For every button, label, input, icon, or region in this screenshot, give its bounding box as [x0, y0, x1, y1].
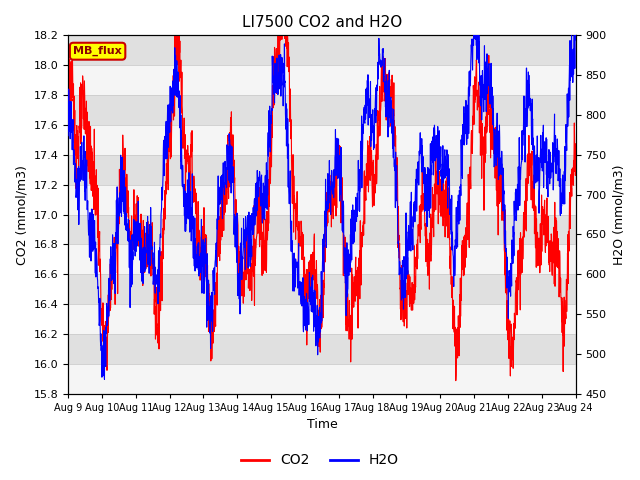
Bar	[68, 36, 575, 65]
Text: MB_flux: MB_flux	[73, 46, 122, 56]
Legend: CO2, H2O: CO2, H2O	[236, 448, 404, 473]
Bar	[68, 364, 575, 394]
Bar	[68, 215, 575, 244]
Bar	[68, 155, 575, 185]
Bar	[68, 244, 575, 275]
Bar	[68, 125, 575, 155]
Bar	[68, 304, 575, 334]
Bar	[68, 65, 575, 95]
X-axis label: Time: Time	[307, 419, 337, 432]
Bar	[68, 275, 575, 304]
Title: LI7500 CO2 and H2O: LI7500 CO2 and H2O	[242, 15, 402, 30]
Bar	[68, 95, 575, 125]
Bar	[68, 185, 575, 215]
Y-axis label: CO2 (mmol/m3): CO2 (mmol/m3)	[15, 165, 28, 264]
Y-axis label: H2O (mmol/m3): H2O (mmol/m3)	[612, 164, 625, 265]
Bar	[68, 334, 575, 364]
